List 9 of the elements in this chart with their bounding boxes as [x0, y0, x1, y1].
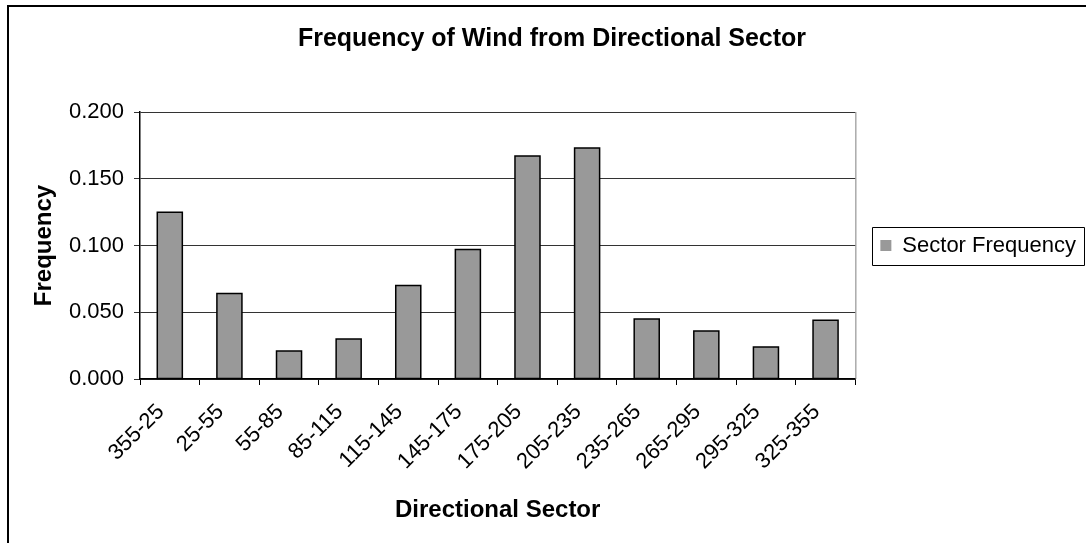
legend-label: Sector Frequency: [902, 231, 1076, 257]
y-tick-label: 0.050: [68, 298, 124, 324]
x-axis-title: Directional Sector: [394, 495, 601, 523]
y-tick-label: 0.150: [68, 164, 124, 190]
y-tick-label: 0.200: [68, 98, 124, 124]
y-tick-label: 0.000: [68, 365, 124, 391]
y-axis-title: Frequency: [29, 184, 57, 307]
chart-title: Frequency of Wind from Directional Sector: [297, 22, 807, 51]
y-tick-label: 0.100: [68, 231, 124, 257]
